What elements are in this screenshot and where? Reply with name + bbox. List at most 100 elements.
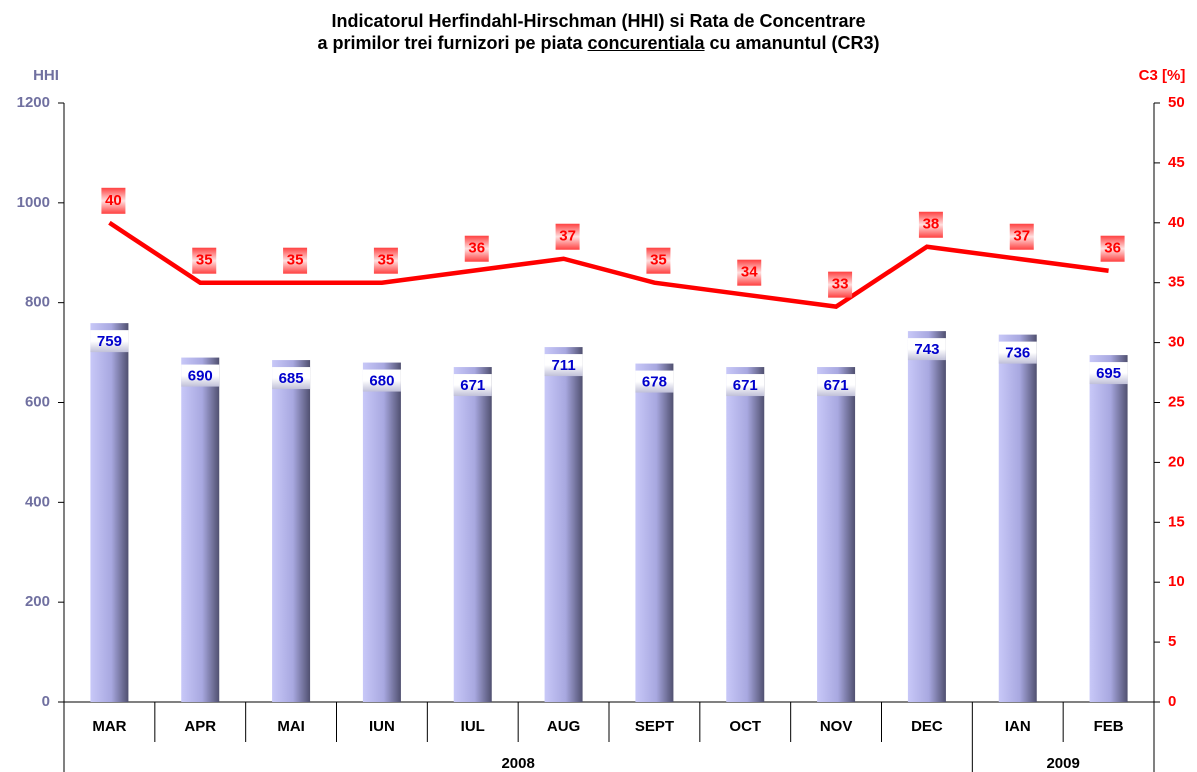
line-value-label: 35	[287, 252, 304, 269]
line-label-box	[192, 247, 217, 274]
bar	[544, 347, 583, 702]
bar	[635, 363, 674, 702]
line-label-box	[464, 235, 489, 262]
bar-value-label: 695	[1096, 365, 1121, 382]
bar-label-box	[635, 370, 674, 393]
bar-value-label: 685	[279, 370, 304, 387]
x-tick-label: AUG	[547, 718, 580, 735]
y-tick-label: 1000	[17, 194, 50, 211]
bar	[362, 362, 401, 702]
line-label-box	[283, 247, 308, 274]
line-value-label: 38	[923, 216, 940, 233]
y-tick-label: 200	[25, 593, 50, 610]
bar	[1089, 355, 1128, 702]
x-tick-label: NOV	[820, 718, 853, 735]
y2-tick-label: 10	[1168, 573, 1185, 590]
bar	[726, 367, 765, 702]
x-tick-label: FEB	[1094, 718, 1124, 735]
line-value-label: 37	[559, 228, 576, 245]
y2-tick-label: 45	[1168, 154, 1185, 171]
y-tick-label: 600	[25, 393, 50, 410]
title-line: Indicatorul Herfindahl-Hirschman (HHI) s…	[331, 11, 866, 31]
y2-tick-label: 35	[1168, 274, 1185, 291]
y-tick-label: 800	[25, 294, 50, 311]
bar-value-label: 736	[1005, 345, 1030, 362]
line-label-box	[1100, 235, 1125, 262]
line-value-label: 37	[1013, 228, 1030, 245]
bar	[907, 331, 946, 702]
line-label-box	[1009, 223, 1034, 250]
y-tick-label: 400	[25, 493, 50, 510]
bar	[181, 357, 220, 702]
bar-label-box	[453, 374, 492, 397]
line-label-box	[737, 259, 762, 286]
group-label: 2008	[501, 755, 534, 772]
line-label-box	[101, 187, 126, 214]
line-label-box	[373, 247, 398, 274]
bar-label-box	[90, 330, 129, 353]
x-tick-label: OCT	[729, 718, 761, 735]
bar-value-label: 671	[733, 377, 758, 394]
bar-value-label: 680	[369, 373, 394, 390]
line-label-box	[828, 271, 853, 298]
x-tick-label: MAI	[277, 718, 305, 735]
y-tick-label: 1200	[17, 94, 50, 111]
x-tick-label: DEC	[911, 718, 943, 735]
line-value-label: 36	[1104, 240, 1121, 257]
bar-label-box	[181, 364, 220, 387]
y2-axis-label: C3 [%]	[1139, 67, 1186, 84]
x-tick-label: IAN	[1005, 718, 1031, 735]
bar-label-box	[998, 341, 1037, 364]
bar	[453, 367, 492, 702]
line-label-box	[918, 211, 943, 238]
x-tick-label: MAR	[92, 718, 126, 735]
title-line: a primilor trei furnizori pe piata concur…	[0, 32, 1197, 54]
bar-label-box	[726, 374, 765, 397]
group-label: 2009	[1046, 755, 1079, 772]
y2-tick-label: 50	[1168, 94, 1185, 111]
bar-value-label: 678	[642, 374, 667, 391]
bar-value-label: 759	[97, 333, 122, 350]
title-part: a primilor trei furnizori pe piata	[317, 33, 583, 53]
bar	[817, 367, 856, 702]
line-value-label: 34	[741, 264, 758, 281]
x-tick-label: IUN	[369, 718, 395, 735]
line-value-label: 36	[468, 240, 485, 257]
line-value-label: 40	[105, 192, 122, 209]
title-part: cu amanuntul (CR3)	[709, 33, 880, 53]
y2-tick-label: 25	[1168, 393, 1185, 410]
bar-label-box	[907, 338, 946, 361]
x-tick-label: APR	[184, 718, 216, 735]
bar-value-label: 671	[824, 377, 849, 394]
chart-title: Indicatorul Herfindahl-Hirschman (HHI) s…	[0, 10, 1197, 54]
bar-value-label: 711	[551, 357, 575, 374]
bar	[90, 323, 129, 702]
y-tick-label: 0	[42, 693, 50, 710]
y2-tick-label: 20	[1168, 453, 1185, 470]
x-tick-label: IUL	[461, 718, 485, 735]
line-label-box	[646, 247, 671, 274]
line-value-label: 35	[196, 252, 213, 269]
bar-label-box	[362, 369, 401, 392]
bar-label-box	[272, 367, 311, 390]
line	[108, 220, 1109, 310]
line-value-label: 35	[650, 252, 667, 269]
y2-tick-label: 15	[1168, 513, 1185, 530]
y2-tick-label: 40	[1168, 214, 1185, 231]
bar-value-label: 671	[460, 377, 485, 394]
bar-value-label: 690	[188, 368, 213, 385]
line-value-label: 33	[832, 276, 849, 293]
line-label-box	[555, 223, 580, 250]
bar-label-box	[817, 374, 856, 397]
bar-value-label: 743	[914, 341, 939, 358]
bar-label-box	[1089, 362, 1128, 385]
y2-tick-label: 30	[1168, 334, 1185, 351]
title-part: concurentiala	[587, 33, 705, 53]
y-axis-label: HHI	[33, 67, 59, 84]
bar-label-box	[544, 354, 583, 377]
line-value-label: 35	[378, 252, 395, 269]
y2-tick-label: 5	[1168, 633, 1176, 650]
bar	[998, 334, 1037, 702]
